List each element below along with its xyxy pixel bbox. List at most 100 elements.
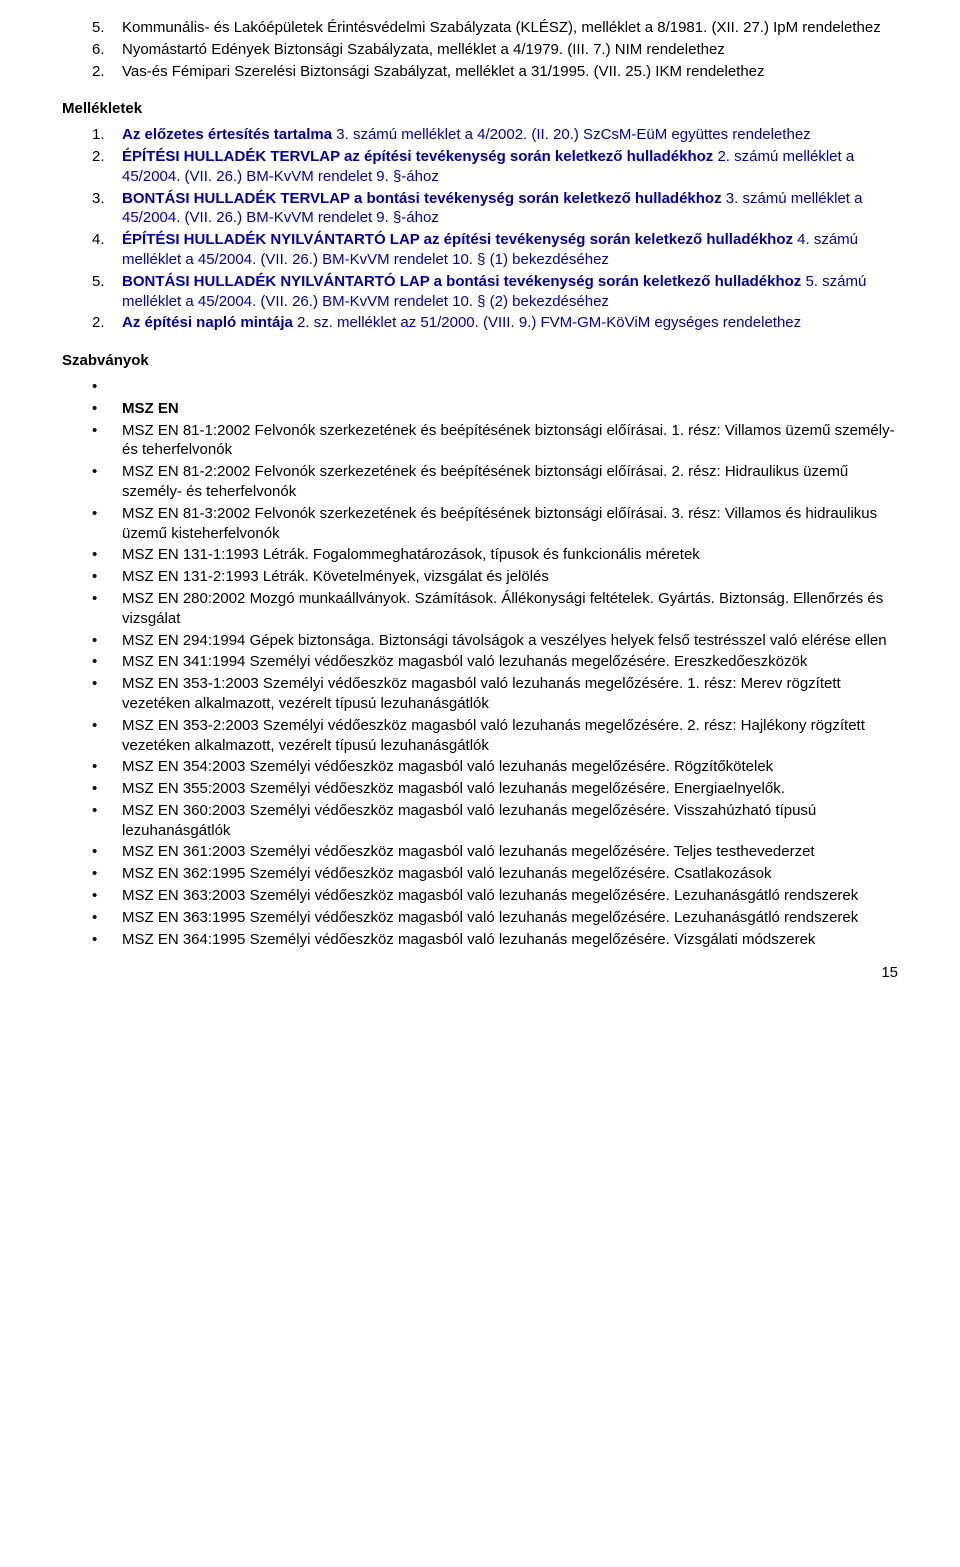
list-text [122,377,898,397]
list-item: •MSZ EN 363:2003 Személyi védőeszköz mag… [62,886,898,906]
list-item: 2.Az építési napló mintája 2. sz. mellék… [62,313,898,333]
list-text: MSZ EN 131-2:1993 Létrák. Követelmények,… [122,567,898,587]
list-item: •MSZ EN 354:2003 Személyi védőeszköz mag… [62,757,898,777]
mellekletek-list: 1.Az előzetes értesítés tartalma 3. szám… [62,125,898,333]
list-item: •MSZ EN 81-3:2002 Felvonók szerkezetének… [62,504,898,544]
list-text: MSZ EN 353-1:2003 Személyi védőeszköz ma… [122,674,898,714]
list-item: •MSZ EN 355:2003 Személyi védőeszköz mag… [62,779,898,799]
mellekletek-heading: Mellékletek [62,99,898,119]
list-text: MSZ EN 353-2:2003 Személyi védőeszköz ma… [122,716,898,756]
szabvanyok-heading: Szabványok [62,351,898,371]
list-item: 5.Kommunális- és Lakóépületek Érintésvéd… [62,18,898,38]
bullet-icon: • [62,421,122,461]
list-item: 4.ÉPÍTÉSI HULLADÉK NYILVÁNTARTÓ LAP az é… [62,230,898,270]
list-text-bold: Az előzetes értesítés tartalma [122,126,332,143]
list-item: •MSZ EN 364:1995 Személyi védőeszköz mag… [62,930,898,950]
list-item: •MSZ EN 131-2:1993 Létrák. Követelmények… [62,567,898,587]
list-text: MSZ EN 363:1995 Személyi védőeszköz maga… [122,908,898,928]
bullet-icon: • [62,864,122,884]
list-item: •MSZ EN 363:1995 Személyi védőeszköz mag… [62,908,898,928]
bullet-icon: • [62,930,122,950]
list-item: 6.Nyomástartó Edények Biztonsági Szabály… [62,40,898,60]
bullet-icon: • [62,908,122,928]
list-text: MSZ EN 363:2003 Személyi védőeszköz maga… [122,886,898,906]
list-number: 1. [62,125,122,145]
bullet-icon: • [62,462,122,502]
list-item: •MSZ EN [62,399,898,419]
list-item: 5.BONTÁSI HULLADÉK NYILVÁNTARTÓ LAP a bo… [62,272,898,312]
bullet-icon: • [62,631,122,651]
list-item: •MSZ EN 131-1:1993 Létrák. Fogalommeghat… [62,545,898,565]
bullet-icon: • [62,589,122,629]
bullet-icon: • [62,504,122,544]
list-text: BONTÁSI HULLADÉK NYILVÁNTARTÓ LAP a bont… [122,272,898,312]
list-number: 2. [62,313,122,333]
list-item: 2.ÉPÍTÉSI HULLADÉK TERVLAP az építési te… [62,147,898,187]
list-text-rest: 3. számú melléklet a 4/2002. (II. 20.) S… [332,126,811,143]
list-text: Nyomástartó Edények Biztonsági Szabályza… [122,40,898,60]
list-text: MSZ EN 280:2002 Mozgó munkaállványok. Sz… [122,589,898,629]
msz-en-heading: MSZ EN [122,399,898,419]
bullet-icon: • [62,567,122,587]
list-text: MSZ EN 341:1994 Személyi védőeszköz maga… [122,652,898,672]
list-text: MSZ EN 354:2003 Személyi védőeszköz maga… [122,757,898,777]
list-item: 3.BONTÁSI HULLADÉK TERVLAP a bontási tev… [62,189,898,229]
bullet-icon: • [62,779,122,799]
list-number: 5. [62,18,122,38]
list-text: MSZ EN 360:2003 Személyi védőeszköz maga… [122,801,898,841]
list-text: ÉPÍTÉSI HULLADÉK NYILVÁNTARTÓ LAP az épí… [122,230,898,270]
list-text-bold: BONTÁSI HULLADÉK TERVLAP a bontási tevék… [122,190,722,207]
bullet-icon: • [62,842,122,862]
list-text: MSZ EN 361:2003 Személyi védőeszköz maga… [122,842,898,862]
list-number: 2. [62,147,122,187]
bullet-icon: • [62,716,122,756]
bullet-icon: • [62,801,122,841]
list-text: Kommunális- és Lakóépületek Érintésvédel… [122,18,898,38]
list-text: BONTÁSI HULLADÉK TERVLAP a bontási tevék… [122,189,898,229]
list-item: •MSZ EN 353-1:2003 Személyi védőeszköz m… [62,674,898,714]
list-number: 4. [62,230,122,270]
list-number: 5. [62,272,122,312]
list-text-bold: ÉPÍTÉSI HULLADÉK NYILVÁNTARTÓ LAP az épí… [122,231,793,248]
bullet-icon: • [62,674,122,714]
list-item: •MSZ EN 361:2003 Személyi védőeszköz mag… [62,842,898,862]
list-text: MSZ EN 131-1:1993 Létrák. Fogalommeghatá… [122,545,898,565]
list-text: MSZ EN 355:2003 Személyi védőeszköz maga… [122,779,898,799]
list-number: 3. [62,189,122,229]
list-item: •MSZ EN 341:1994 Személyi védőeszköz mag… [62,652,898,672]
bullet-icon: • [62,757,122,777]
list-text: MSZ EN 81-2:2002 Felvonók szerkezetének … [122,462,898,502]
bullet-icon: • [62,652,122,672]
list-text-bold: BONTÁSI HULLADÉK NYILVÁNTARTÓ LAP a bont… [122,273,801,290]
list-text: Az építési napló mintája 2. sz. mellékle… [122,313,898,333]
list-text-bold: ÉPÍTÉSI HULLADÉK TERVLAP az építési tevé… [122,148,713,165]
list-item: • [62,377,898,397]
list-item: •MSZ EN 280:2002 Mozgó munkaállványok. S… [62,589,898,629]
list-text: ÉPÍTÉSI HULLADÉK TERVLAP az építési tevé… [122,147,898,187]
top-ordered-list: 5.Kommunális- és Lakóépületek Érintésvéd… [62,18,898,81]
bullet-icon: • [62,399,122,419]
page-number: 15 [62,963,898,983]
list-text: Az előzetes értesítés tartalma 3. számú … [122,125,898,145]
list-text-rest: 2. sz. melléklet az 51/2000. (VIII. 9.) … [293,314,801,331]
list-number: 6. [62,40,122,60]
list-item: 2.Vas-és Fémipari Szerelési Biztonsági S… [62,62,898,82]
bullet-icon: • [62,545,122,565]
list-item: •MSZ EN 353-2:2003 Személyi védőeszköz m… [62,716,898,756]
list-item: •MSZ EN 362:1995 Személyi védőeszköz mag… [62,864,898,884]
list-text: MSZ EN 364:1995 Személyi védőeszköz maga… [122,930,898,950]
standards-list: ••MSZ EN•MSZ EN 81-1:2002 Felvonók szerk… [62,377,898,950]
list-item: •MSZ EN 81-1:2002 Felvonók szerkezetének… [62,421,898,461]
list-text: MSZ EN 294:1994 Gépek biztonsága. Bizton… [122,631,898,651]
bullet-icon: • [62,886,122,906]
list-text: MSZ EN 362:1995 Személyi védőeszköz maga… [122,864,898,884]
list-item: •MSZ EN 81-2:2002 Felvonók szerkezetének… [62,462,898,502]
list-text: MSZ EN 81-3:2002 Felvonók szerkezetének … [122,504,898,544]
list-item: •MSZ EN 294:1994 Gépek biztonsága. Bizto… [62,631,898,651]
list-text-bold: Az építési napló mintája [122,314,293,331]
list-number: 2. [62,62,122,82]
bullet-icon: • [62,377,122,397]
list-text: Vas-és Fémipari Szerelési Biztonsági Sza… [122,62,898,82]
list-text: MSZ EN 81-1:2002 Felvonók szerkezetének … [122,421,898,461]
list-item: 1.Az előzetes értesítés tartalma 3. szám… [62,125,898,145]
